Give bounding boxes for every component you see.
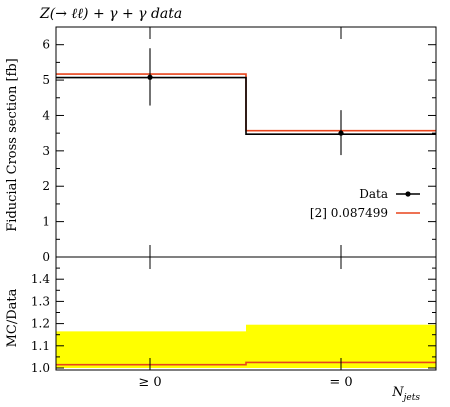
ratio-y-tick-label: 1.3 xyxy=(31,294,50,308)
x-axis: ≥ 0 = 0 xyxy=(138,27,353,390)
ratio-y-tick-label: 1.2 xyxy=(31,317,50,331)
y-tick-label: 6 xyxy=(42,38,50,52)
data-point xyxy=(147,74,153,80)
y-tick-label: 0 xyxy=(42,250,50,264)
data-point xyxy=(338,130,344,136)
y-tick-label: 1 xyxy=(42,215,50,229)
legend-label: Data xyxy=(359,187,388,201)
x-tick-label: = 0 xyxy=(329,375,352,390)
uncertainty-band xyxy=(56,331,246,368)
step-line-2 xyxy=(56,76,436,136)
ratio-y-tick-label: 1.0 xyxy=(31,361,50,375)
legend: Data [2] 0.087499 xyxy=(310,187,420,220)
ratio-y-tick-label: 1.4 xyxy=(31,272,50,286)
ratio-panel-frame xyxy=(55,256,437,371)
x-axis-label-main: N xyxy=(391,385,404,400)
x-axis-label: Njets xyxy=(391,385,420,403)
y-tick-label: 5 xyxy=(42,73,50,87)
legend-marker xyxy=(405,191,411,197)
ratio-y-axis-label: MC/Data xyxy=(5,288,20,347)
ratio-y-tick-label: 1.1 xyxy=(31,339,50,353)
y-tick-label: 2 xyxy=(42,179,50,193)
main-y-axis-label: Fiducial Cross section [fb] xyxy=(5,58,20,231)
x-tick-label: ≥ 0 xyxy=(138,375,161,390)
main-panel: 0 1 2 3 4 5 6 Data [2] 0.087499 xyxy=(42,26,437,264)
legend-label: [2] 0.087499 xyxy=(310,206,388,220)
y-tick-label: 3 xyxy=(42,144,50,158)
x-axis-label-sub: jets xyxy=(402,393,421,403)
ratio-panel: 1.0 1.1 1.2 1.3 1.4 xyxy=(31,256,437,375)
y-tick-label: 4 xyxy=(42,108,50,122)
main-panel-frame xyxy=(55,26,437,258)
chart-title: Z(→ ℓℓ) + γ + γ data xyxy=(39,6,182,22)
